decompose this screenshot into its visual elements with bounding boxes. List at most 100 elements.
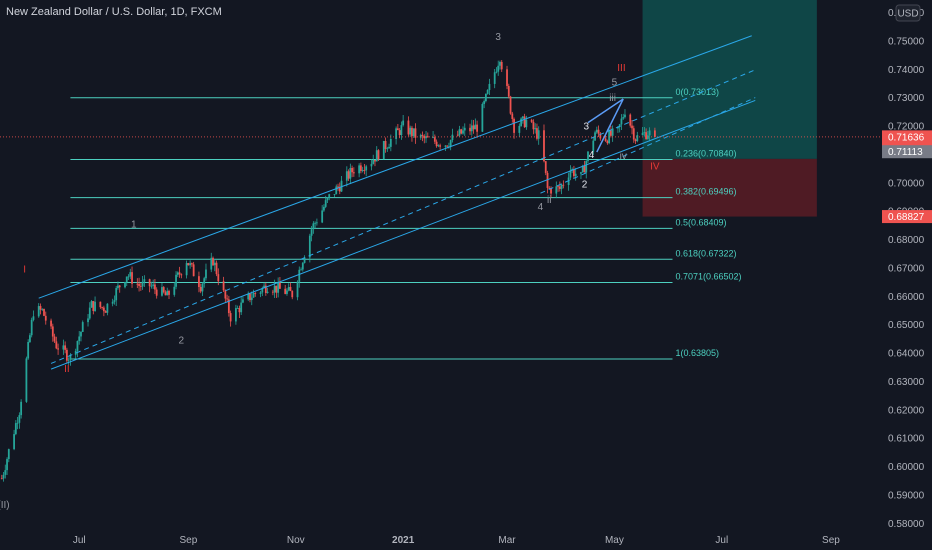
candle-body bbox=[80, 331, 82, 337]
candle-body bbox=[162, 287, 165, 293]
candle-body bbox=[340, 180, 343, 192]
candle-body bbox=[520, 118, 523, 126]
fib-level-label: 0(0.73013) bbox=[676, 87, 720, 97]
candle-body bbox=[407, 120, 410, 135]
candle-body bbox=[365, 166, 368, 171]
candle-body bbox=[27, 342, 30, 359]
candle-body bbox=[275, 285, 278, 293]
candle-body bbox=[2, 474, 5, 479]
candle-body bbox=[643, 132, 646, 133]
candle-body bbox=[456, 134, 459, 136]
candle-body bbox=[291, 291, 294, 298]
candle-body bbox=[573, 168, 575, 177]
candle-body bbox=[396, 128, 399, 131]
candle-body bbox=[143, 279, 146, 282]
price-tick: 0.75000 bbox=[888, 36, 925, 47]
candle-body bbox=[264, 285, 267, 293]
price-tick: 0.58000 bbox=[888, 519, 925, 530]
candle-body bbox=[507, 85, 510, 97]
time-tick: May bbox=[605, 535, 624, 546]
candle-body bbox=[558, 186, 561, 189]
candle-body bbox=[363, 170, 366, 171]
candle-body bbox=[511, 113, 514, 119]
candle-body bbox=[284, 288, 287, 294]
candle-body bbox=[386, 148, 389, 150]
candle-body bbox=[99, 301, 102, 308]
candle-body bbox=[333, 194, 336, 195]
candle-body bbox=[249, 293, 251, 301]
candle-body bbox=[351, 167, 353, 173]
candle-body bbox=[271, 291, 274, 293]
candle-body bbox=[78, 336, 81, 342]
candle-body bbox=[124, 282, 126, 288]
trend-channel bbox=[0, 35, 882, 370]
price-axis[interactable]: 0.58000 0.59000 0.60000 0.61000 0.62000 0.630… bbox=[882, 0, 932, 550]
candle-body bbox=[106, 303, 109, 313]
candle-body bbox=[4, 470, 7, 475]
price-tick: 0.73000 bbox=[888, 93, 925, 104]
candle-body bbox=[102, 307, 105, 312]
candle-body bbox=[571, 168, 574, 171]
candle-body bbox=[44, 315, 47, 321]
candle-body bbox=[646, 135, 649, 140]
candle-body bbox=[567, 177, 570, 185]
candle-body bbox=[187, 263, 190, 266]
candle-body bbox=[458, 129, 461, 136]
candle-body bbox=[345, 171, 348, 181]
candle-body bbox=[148, 279, 151, 287]
candle-body bbox=[296, 281, 299, 298]
candle-body bbox=[287, 286, 290, 291]
candle-body bbox=[69, 354, 72, 360]
candle-body bbox=[389, 138, 392, 147]
time-tick: 2021 bbox=[392, 535, 415, 546]
last-price-tag-text: 0.71636 bbox=[888, 132, 925, 143]
candle-body bbox=[359, 165, 362, 171]
candle-body bbox=[155, 289, 158, 296]
candle-body bbox=[481, 103, 484, 132]
candle-body bbox=[111, 301, 114, 304]
candle-body bbox=[298, 269, 301, 282]
candle-body bbox=[74, 350, 77, 355]
price-tick: 0.70000 bbox=[888, 178, 925, 189]
price-tick: 0.60000 bbox=[888, 462, 925, 473]
candle-body bbox=[581, 165, 584, 173]
candle-body bbox=[548, 187, 551, 189]
candle-body bbox=[641, 132, 644, 136]
time-tick: Jul bbox=[73, 535, 86, 546]
price-tick: 0.59000 bbox=[888, 490, 925, 501]
candle-body bbox=[203, 278, 206, 284]
candle-body bbox=[101, 307, 104, 308]
candle-body bbox=[543, 130, 545, 162]
candle-body bbox=[201, 283, 204, 292]
wave-label: iii bbox=[609, 93, 616, 104]
price-tick: 0.72000 bbox=[888, 122, 925, 133]
candle-body bbox=[266, 291, 269, 293]
candle-body bbox=[444, 145, 447, 147]
candle-body bbox=[185, 263, 188, 276]
time-axis[interactable]: Jul Sep Nov 2021 Mar May Jul Sep bbox=[0, 530, 882, 550]
fib-level-label: 0.236(0.70840) bbox=[676, 148, 737, 158]
candle-body bbox=[312, 223, 315, 230]
candle-body bbox=[166, 290, 169, 296]
candle-body bbox=[0, 478, 3, 480]
candle-body bbox=[227, 299, 230, 314]
candle-body bbox=[261, 287, 264, 293]
candle-body bbox=[409, 127, 412, 135]
candle-body bbox=[81, 322, 84, 332]
candle-body bbox=[592, 140, 595, 152]
candle-body bbox=[347, 171, 350, 179]
candle-body bbox=[199, 286, 202, 292]
candle-body bbox=[229, 313, 232, 322]
candle-body bbox=[192, 264, 195, 277]
candle-body bbox=[411, 127, 413, 137]
candle-body bbox=[94, 301, 96, 311]
wave-label: ii bbox=[547, 195, 551, 206]
candle-body bbox=[198, 276, 200, 287]
candle-body bbox=[611, 128, 614, 136]
candle-body bbox=[375, 150, 378, 162]
candle-body bbox=[562, 184, 565, 186]
candle-body bbox=[433, 137, 436, 142]
fib-level-label: 1(0.63805) bbox=[676, 348, 720, 358]
